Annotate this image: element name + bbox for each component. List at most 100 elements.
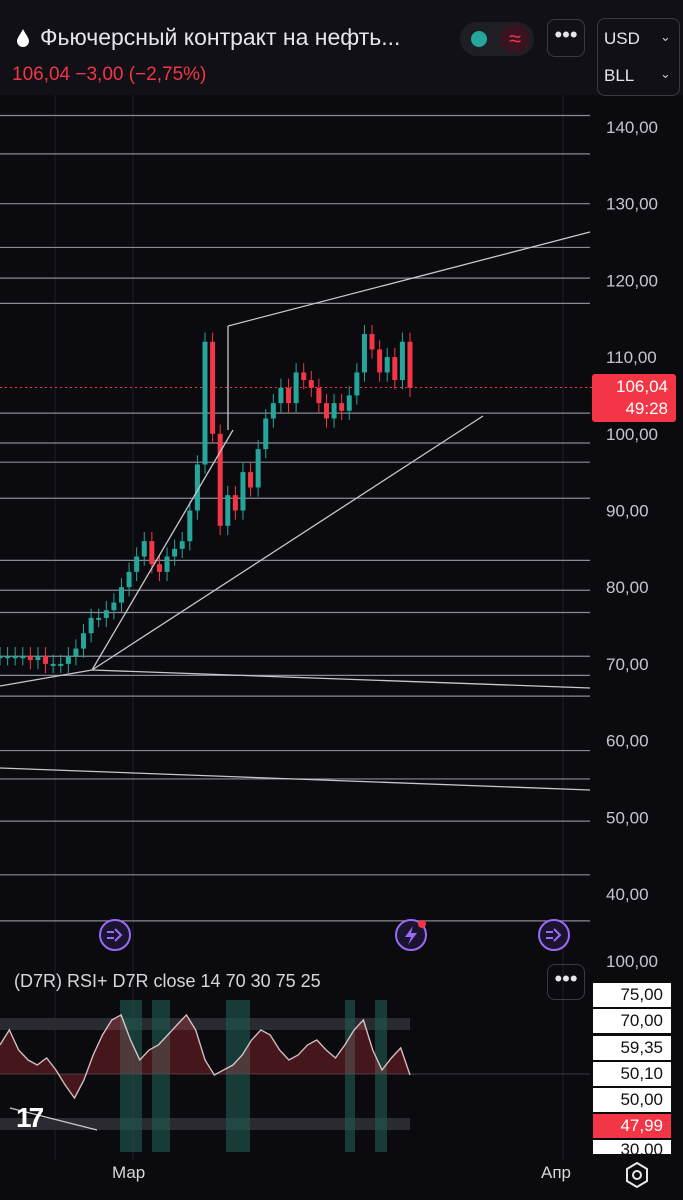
currency-select[interactable]: USD ⌄ (604, 29, 671, 48)
chart-header: Фьючерсный контракт на нефть... 106,04 −… (0, 0, 683, 96)
candle-body (377, 349, 383, 373)
symbol-name: Фьючерсный контракт на нефть... (40, 24, 401, 50)
price-axis-label: 140,00 (606, 118, 658, 137)
candle-body (399, 341, 405, 381)
scroll-to-realtime-icon[interactable] (537, 918, 571, 952)
candle-body (217, 433, 223, 526)
rsi-tag: 59,35 (593, 1036, 671, 1060)
more-menu-button[interactable]: ••• (547, 19, 585, 57)
trend-line (0, 669, 93, 687)
rsi-tag: 50,00 (593, 1088, 671, 1112)
candle-body (263, 418, 269, 450)
market-open-dot-icon (471, 31, 487, 47)
unit-selector[interactable]: USD ⌄ BLL ⌄ (597, 18, 680, 96)
candle-body (96, 617, 102, 620)
price-axis-label: 80,00 (606, 578, 649, 597)
horizontal-lines (0, 114, 592, 922)
candle-body (248, 472, 254, 488)
candle-body (331, 403, 337, 419)
candle-body (111, 602, 117, 611)
candle-body (149, 541, 155, 565)
rsi-tag-current: 47,99 (593, 1114, 671, 1138)
candle-body (225, 495, 231, 526)
candle-body (73, 648, 79, 657)
candle-body (103, 610, 109, 618)
market-status-pill[interactable]: ≈ (460, 22, 534, 56)
candle-body (293, 372, 299, 404)
candle-body (354, 372, 360, 396)
price-change: 106,04 −3,00 (−2,75%) (12, 64, 207, 85)
trend-line (0, 767, 591, 791)
price-axis-label: 90,00 (606, 502, 649, 521)
candle-body (164, 556, 170, 572)
trend-line (91, 669, 591, 689)
chevron-down-icon: ⌄ (660, 29, 671, 44)
countdown: 49:28 (625, 399, 668, 418)
rsi-highlight-band (120, 1000, 142, 1152)
candle-body (286, 387, 292, 404)
candle-body (316, 387, 322, 404)
candle-body (141, 541, 147, 557)
candle-body (118, 587, 124, 603)
rsi-tag: 30,00 (593, 1140, 671, 1154)
rsi-tag: 75,00 (593, 983, 671, 1007)
candle-body (407, 341, 413, 388)
candle-body (210, 341, 216, 434)
price-axis-label: 110,00 (606, 348, 657, 367)
candle-body (361, 334, 367, 373)
chart-grid (54, 95, 564, 1160)
time-label: Апр (541, 1163, 571, 1182)
price-axis-label: 40,00 (606, 885, 649, 904)
indicator-menu-button[interactable]: ••• (547, 964, 585, 1000)
current-price-tag: 106,04 49:28 (592, 374, 676, 422)
candle-body (65, 656, 71, 664)
candle-body (232, 495, 238, 511)
unit-select[interactable]: BLL ⌄ (604, 66, 671, 85)
candle-body (202, 341, 208, 465)
candle-body (88, 617, 94, 634)
candle-body (134, 556, 140, 572)
price-axis-label: 100,00 (606, 425, 658, 444)
rsi-axis-top: 100,00 (606, 952, 658, 971)
candle-body (50, 663, 56, 666)
rsi-fill (0, 1015, 410, 1098)
candle-body (369, 334, 375, 350)
candle-body (308, 380, 314, 388)
candle-body (5, 656, 11, 659)
candle-body (58, 663, 64, 666)
candles (0, 324, 413, 674)
candle-body (35, 656, 41, 661)
price-axis-label: 130,00 (606, 195, 658, 214)
candle-body (323, 403, 329, 419)
rsi-highlight-band (375, 1000, 387, 1152)
price-axis-label: 120,00 (606, 271, 658, 290)
candle-body (187, 510, 193, 542)
candle-body (346, 395, 352, 411)
candle-body (0, 656, 3, 659)
scroll-back-icon[interactable] (98, 918, 132, 952)
flash-alert-icon[interactable] (394, 918, 428, 952)
candle-body (255, 449, 261, 488)
candle-body (270, 403, 276, 419)
price-axis-label: 70,00 (606, 655, 649, 674)
rsi-oversold-zone (0, 1118, 410, 1130)
rsi-panel (0, 1000, 590, 1152)
candle-body (194, 464, 200, 511)
symbol-title[interactable]: Фьючерсный контракт на нефть... (16, 24, 400, 51)
rsi-tag: 70,00 (593, 1009, 671, 1033)
rsi-trend-line (9, 1107, 98, 1131)
candle-body (240, 472, 246, 511)
rsi-highlight-band (345, 1000, 355, 1152)
rsi-highlight-band (226, 1000, 238, 1152)
trend-line (227, 231, 591, 327)
time-label: Мар (112, 1163, 146, 1182)
candle-body (301, 372, 307, 381)
candle-body (156, 564, 162, 572)
settings-icon[interactable] (622, 1160, 652, 1190)
indicator-title[interactable]: (D7R) RSI+ D7R close 14 70 30 75 25 (14, 971, 321, 991)
trend-lines (0, 231, 591, 791)
candle-body (12, 656, 18, 659)
rsi-tag: 50,10 (593, 1062, 671, 1086)
rsi-highlight-band (152, 1000, 170, 1152)
